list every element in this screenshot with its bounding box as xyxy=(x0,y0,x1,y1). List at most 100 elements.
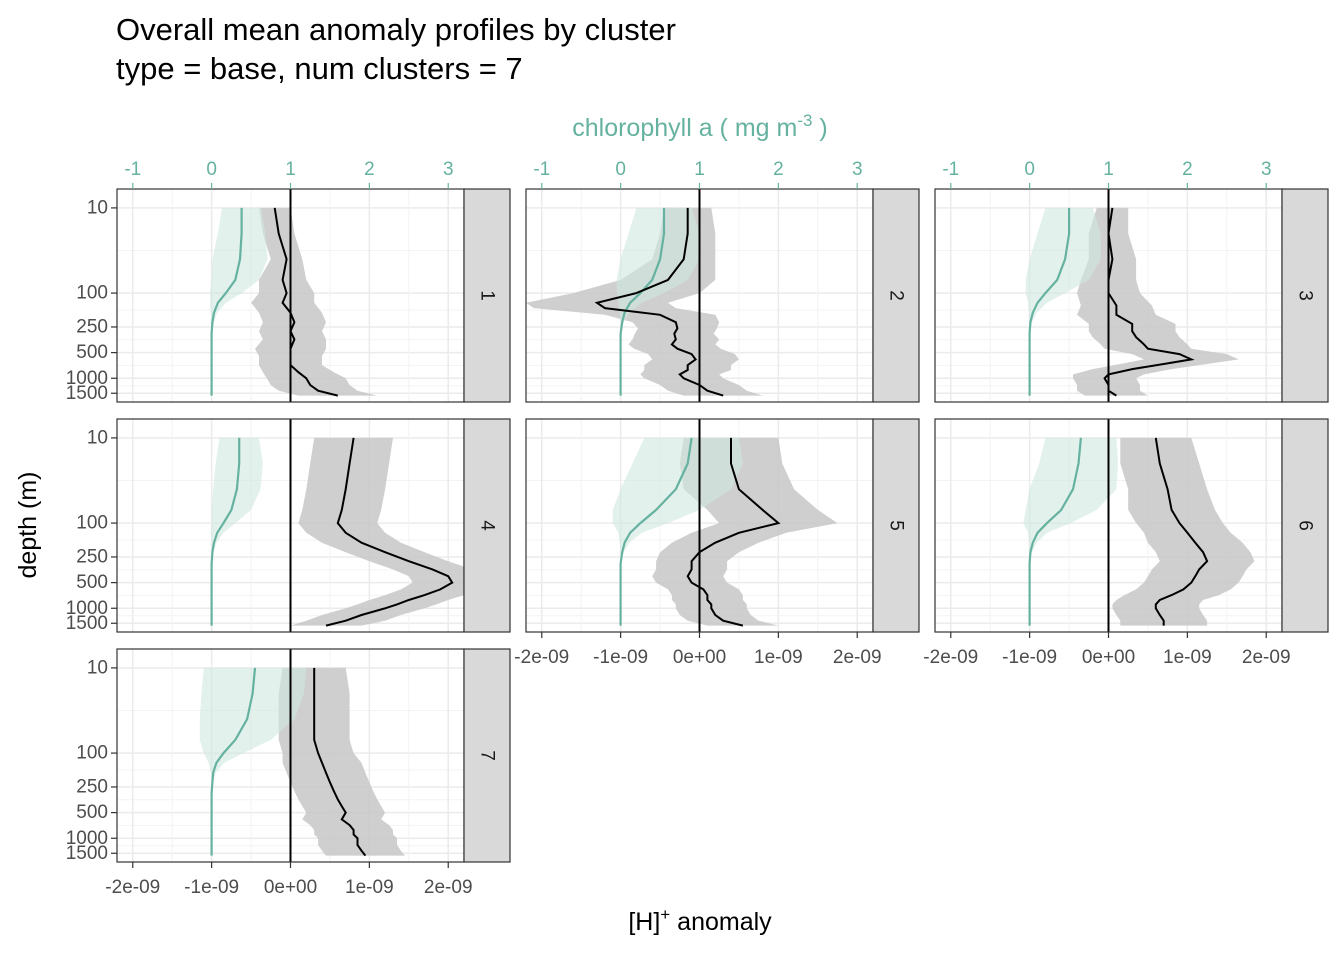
top-x-tick-label: 3 xyxy=(852,159,863,180)
facet-strip xyxy=(1281,188,1329,403)
facet-panel-4: 4 xyxy=(116,418,511,633)
chart-title: Overall mean anomaly profiles by cluster xyxy=(116,12,676,47)
facet-strip-label: 4 xyxy=(477,520,498,531)
h-anomaly-band-6 xyxy=(1112,437,1255,626)
y-tick-label: 1500 xyxy=(66,843,108,864)
y-tick-label: 250 xyxy=(76,776,108,797)
h-anomaly-band-1 xyxy=(251,207,378,396)
bottom-x-tick-label: 1e-09 xyxy=(754,647,803,668)
bottom-x-tick-label: 1e-09 xyxy=(345,877,394,898)
chla-mean-line-5 xyxy=(619,437,693,626)
chart-subtitle: type = base, num clusters = 7 xyxy=(116,51,523,86)
bottom-x-tick-label: -1e-09 xyxy=(593,647,648,668)
top-x-tick-label: 2 xyxy=(364,159,375,180)
top-x-tick-label: -1 xyxy=(124,159,141,180)
bottom-x-tick-label: 1e-09 xyxy=(1163,647,1212,668)
facet-panel-1: 1 xyxy=(116,188,511,403)
y-axis-title: depth (m) xyxy=(14,472,42,579)
facet-strip-label: 3 xyxy=(1295,290,1316,301)
top-x-tick-label: 0 xyxy=(615,159,626,180)
facet-strip-label: 6 xyxy=(1295,520,1316,531)
facet-panel-3: 3 xyxy=(934,188,1329,403)
bottom-x-tick-label: -2e-09 xyxy=(105,877,160,898)
chla-mean-line-6 xyxy=(1028,437,1082,626)
h-anomaly-mean-line-2 xyxy=(594,207,724,397)
top-x-tick-label: 0 xyxy=(206,159,217,180)
h-anomaly-band-3 xyxy=(1073,207,1239,396)
h-anomaly-mean-line-6 xyxy=(1154,437,1209,626)
chla-mean-line-7 xyxy=(210,667,257,856)
facet-strip xyxy=(463,648,511,863)
chla-mean-line-4 xyxy=(210,437,241,626)
facet-strip xyxy=(872,418,920,633)
y-tick-label: 100 xyxy=(76,283,108,304)
bottom-x-axis-title: [H]+ anomaly xyxy=(628,905,772,936)
h-anomaly-mean-line-3 xyxy=(1103,207,1195,397)
facet-strip-label: 5 xyxy=(886,520,907,531)
facet-panel-2: 2 xyxy=(525,188,920,403)
bottom-x-tick-label: 2e-09 xyxy=(1242,647,1291,668)
top-x-tick-label: 3 xyxy=(1261,159,1272,180)
top-x-tick-label: 2 xyxy=(1182,159,1193,180)
bottom-x-tick-label: 0e+00 xyxy=(673,647,726,668)
y-tick-label: 1500 xyxy=(66,383,108,404)
y-tick-label: 100 xyxy=(76,743,108,764)
top-x-tick-label: 3 xyxy=(443,159,454,180)
chla-mean-line-3 xyxy=(1028,207,1071,396)
chla-band-4 xyxy=(210,437,263,626)
chla-band-7 xyxy=(199,667,307,856)
y-tick-label: 500 xyxy=(76,572,108,593)
facet-strip xyxy=(1281,418,1329,633)
top-x-tick-label: 0 xyxy=(1024,159,1035,180)
facet-strip xyxy=(463,418,511,633)
h-anomaly-band-7 xyxy=(278,667,405,856)
y-tick-label: 1000 xyxy=(66,598,108,619)
chla-mean-line-1 xyxy=(210,207,243,396)
facet-panels: 1 2 3 4 5 6 7 xyxy=(116,188,1329,863)
y-tick-label: 250 xyxy=(76,546,108,567)
y-tick-label: 1000 xyxy=(66,828,108,849)
y-tick-label: 100 xyxy=(76,513,108,534)
chla-band-5 xyxy=(612,437,743,626)
top-x-tick-label: 2 xyxy=(773,159,784,180)
top-x-tick-label: -1 xyxy=(942,159,959,180)
top-x-tick-label: 1 xyxy=(694,159,705,180)
y-tick-label: 250 xyxy=(76,316,108,337)
y-tick-label: 500 xyxy=(76,342,108,363)
h-anomaly-mean-line-1 xyxy=(273,207,339,397)
bottom-x-tick-label: 2e-09 xyxy=(424,877,473,898)
top-x-tick-label: 1 xyxy=(285,159,296,180)
top-x-axis-title: chlorophyll a ( mg m-3 ) xyxy=(572,111,827,142)
bottom-x-tick-label: 0e+00 xyxy=(264,877,317,898)
bottom-x-tick-label: 2e-09 xyxy=(833,647,882,668)
facet-strip xyxy=(872,188,920,403)
y-tick-label: 1000 xyxy=(66,368,108,389)
facet-strip-label: 1 xyxy=(477,290,498,301)
facet-strip xyxy=(463,188,511,403)
chla-band-6 xyxy=(1023,437,1118,626)
y-tick-label: 10 xyxy=(87,197,108,218)
y-tick-label: 500 xyxy=(76,802,108,823)
facet-panel-7: 7 xyxy=(116,648,511,863)
h-anomaly-mean-line-7 xyxy=(313,667,367,857)
bottom-x-tick-label: -1e-09 xyxy=(184,877,239,898)
facet-panel-6: 6 xyxy=(934,418,1329,633)
y-tick-label: 1500 xyxy=(66,613,108,634)
chla-mean-line-2 xyxy=(619,207,666,396)
bottom-x-tick-label: -2e-09 xyxy=(514,647,569,668)
h-anomaly-band-4 xyxy=(290,437,492,626)
facet-strip-label: 7 xyxy=(477,750,498,761)
facet-panel-5: 5 xyxy=(525,418,920,633)
bottom-x-tick-label: -2e-09 xyxy=(923,647,978,668)
h-anomaly-band-2 xyxy=(526,207,763,396)
h-anomaly-mean-line-5 xyxy=(686,437,781,627)
top-x-tick-label: 1 xyxy=(1103,159,1114,180)
y-tick-label: 10 xyxy=(87,657,108,678)
h-anomaly-mean-line-4 xyxy=(325,437,454,627)
bottom-x-tick-label: -1e-09 xyxy=(1002,647,1057,668)
chla-band-3 xyxy=(1025,207,1101,396)
chla-band-2 xyxy=(616,207,700,396)
facet-strip-label: 2 xyxy=(886,290,907,301)
